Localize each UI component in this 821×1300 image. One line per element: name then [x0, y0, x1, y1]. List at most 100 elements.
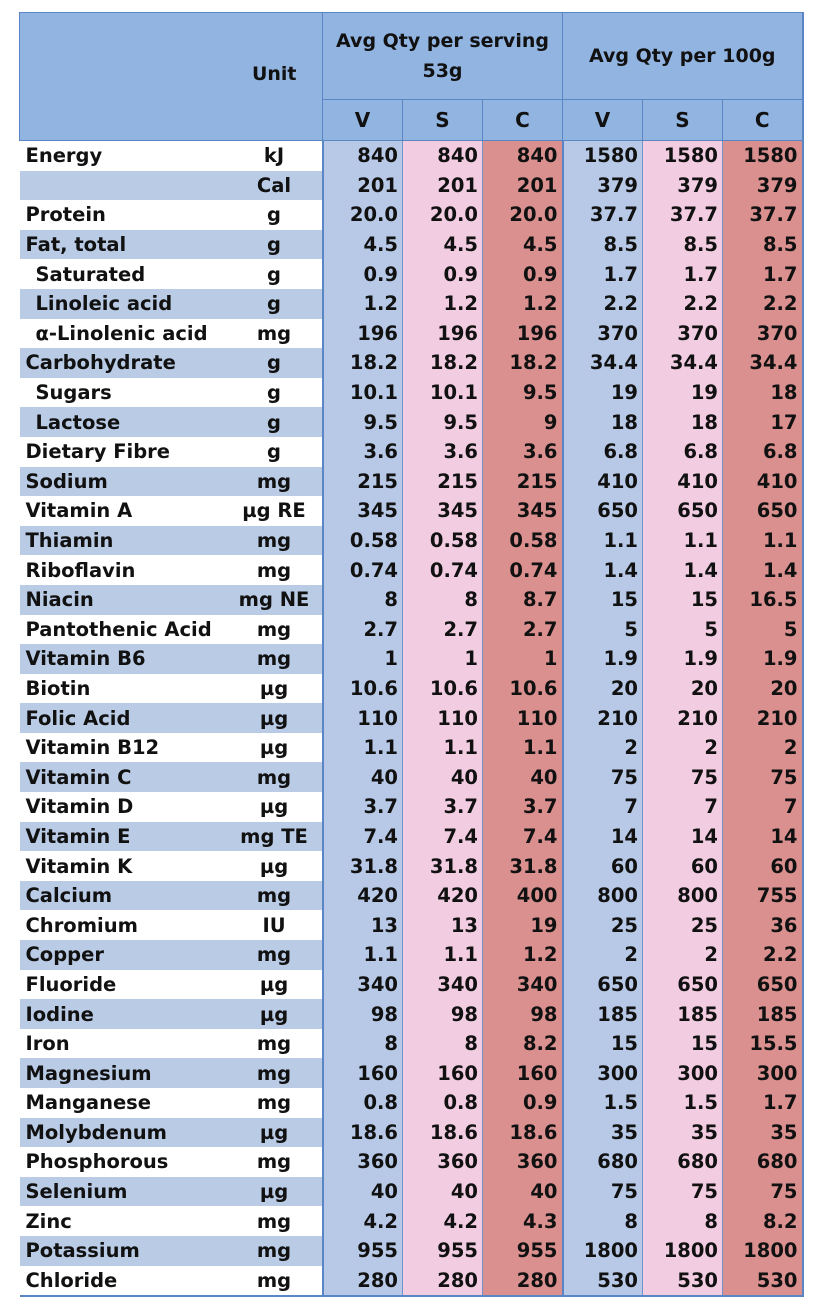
value-cell: 2.2: [722, 288, 803, 319]
value-cell: 40: [482, 762, 563, 793]
value-cell: 1.7: [722, 259, 803, 289]
value-cell: 19: [642, 377, 723, 408]
value-cell: 13: [402, 910, 483, 941]
value-cell: 650: [561, 496, 643, 526]
value-cell: 1.7: [642, 259, 723, 289]
value-cell: 15: [561, 584, 643, 615]
sub-col-header: C: [482, 99, 563, 141]
table-row: Lactose g 9.5 9.5 9 18 18 17: [19, 407, 803, 437]
value-cell: 1.2: [482, 288, 563, 319]
value-cell: 19: [561, 377, 643, 408]
value-cell: 840: [482, 140, 563, 171]
nutrient-unit: mg: [226, 1235, 323, 1266]
nutrient-unit: g: [226, 377, 323, 408]
value-cell: 13: [321, 910, 403, 941]
value-cell: 800: [561, 880, 643, 911]
nutrient-unit: µg: [226, 1176, 323, 1207]
nutrient-name: Vitamin B12: [19, 732, 227, 763]
value-cell: 110: [402, 703, 483, 733]
nutrient-unit: µg: [226, 969, 323, 1000]
value-cell: 1580: [642, 140, 723, 171]
value-cell: 20.0: [482, 200, 563, 230]
value-cell: 280: [482, 1265, 563, 1297]
value-cell: 2: [722, 732, 803, 763]
value-cell: 1: [321, 644, 403, 674]
value-cell: 4.5: [402, 229, 483, 260]
value-cell: 7.4: [402, 821, 483, 852]
value-cell: 37.7: [722, 200, 803, 230]
value-cell: 840: [321, 140, 403, 171]
value-cell: 360: [321, 1147, 403, 1177]
table-row: Zinc mg 4.2 4.2 4.3 8 8 8.2: [19, 1206, 803, 1236]
value-cell: 300: [642, 1058, 723, 1088]
value-cell: 420: [321, 880, 403, 911]
value-cell: 2.2: [722, 940, 803, 970]
nutrient-name: Saturated: [19, 259, 227, 289]
table-row: Iodine µg 98 98 98 185 185 185: [19, 999, 803, 1029]
table-row: Linoleic acid g 1.2 1.2 1.2 2.2 2.2 2.2: [19, 288, 803, 319]
value-cell: 15: [561, 1028, 643, 1059]
value-cell: 680: [642, 1147, 723, 1177]
value-cell: 0.74: [402, 555, 483, 585]
per-serving-label: Avg Qty per serving: [336, 30, 549, 52]
value-cell: 650: [642, 969, 723, 1000]
table-row: Magnesium mg 160 160 160 300 300 300: [19, 1058, 803, 1088]
sub-col-header: V: [322, 99, 403, 141]
table-row: Thiamin mg 0.58 0.58 0.58 1.1 1.1 1.1: [19, 525, 803, 556]
value-cell: 0.9: [482, 259, 563, 289]
value-cell: 160: [321, 1058, 403, 1088]
value-cell: 4.3: [482, 1206, 563, 1236]
nutrient-unit: g: [226, 288, 323, 319]
nutrient-name: Linoleic acid: [19, 288, 227, 319]
nutrient-unit: Cal: [226, 170, 323, 201]
value-cell: 40: [321, 762, 403, 793]
nutrient-unit: g: [226, 200, 323, 230]
sub-col-header: V: [562, 99, 643, 141]
value-cell: 379: [722, 170, 803, 201]
value-cell: 7.4: [482, 821, 563, 852]
value-cell: 410: [642, 466, 723, 497]
value-cell: 955: [321, 1235, 403, 1266]
value-cell: 2: [642, 940, 723, 970]
nutrient-name: Carbohydrate: [19, 348, 227, 378]
nutrient-name: Calcium: [19, 880, 227, 911]
value-cell: 3.6: [482, 436, 563, 467]
table-row: Sodium mg 215 215 215 410 410 410: [19, 466, 803, 497]
nutrient-name: Copper: [19, 940, 227, 970]
value-cell: 160: [482, 1058, 563, 1088]
value-cell: 160: [402, 1058, 483, 1088]
nutrient-unit: mg: [226, 1088, 323, 1118]
value-cell: 5: [722, 614, 803, 645]
value-cell: 2.2: [561, 288, 643, 319]
value-cell: 8: [642, 1206, 723, 1236]
value-cell: 1.1: [402, 732, 483, 763]
nutrient-name: Vitamin B6: [19, 644, 227, 674]
nutrient-unit: µg RE: [226, 496, 323, 526]
value-cell: 196: [402, 318, 483, 349]
value-cell: 8: [402, 584, 483, 615]
nutrient-name: Sugars: [19, 377, 227, 408]
nutrient-name: Magnesium: [19, 1058, 227, 1088]
nutrient-unit: g: [226, 407, 323, 437]
table-body: Energy kJ 840 840 840 1580 1580 1580 Cal 201 201 20…: [19, 140, 803, 1297]
table-row: Sugars g 10.1 10.1 9.5 19 19 18: [19, 377, 803, 408]
table-row: Energy kJ 840 840 840 1580 1580 1580: [19, 140, 803, 171]
nutrient-name: [19, 170, 227, 201]
nutrient-unit: µg: [226, 999, 323, 1029]
nutrient-unit: µg: [226, 673, 323, 704]
table-row: Vitamin B6 mg 1 1 1 1.9 1.9 1.9: [19, 644, 803, 674]
value-cell: 1.2: [402, 288, 483, 319]
value-cell: 1.4: [561, 555, 643, 585]
value-cell: 0.74: [482, 555, 563, 585]
nutrient-unit: mg: [226, 318, 323, 349]
nutrient-name: Manganese: [19, 1088, 227, 1118]
sub-col-header: S: [642, 99, 723, 141]
nutrient-unit: mg: [226, 644, 323, 674]
value-cell: 530: [561, 1265, 643, 1297]
nutrient-name: Iron: [19, 1028, 227, 1059]
value-cell: 35: [722, 1117, 803, 1148]
value-cell: 2.7: [402, 614, 483, 645]
value-cell: 1800: [561, 1235, 643, 1266]
table-row: Fluoride µg 340 340 340 650 650 650: [19, 969, 803, 1000]
